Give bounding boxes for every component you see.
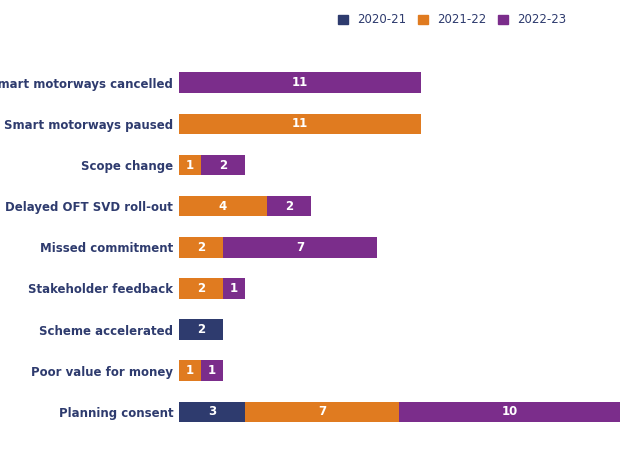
Text: 2: 2 [197,241,205,254]
Bar [201,360,223,381]
Bar [399,402,620,422]
Bar [245,402,399,422]
Bar [267,196,311,217]
Text: 7: 7 [318,405,327,419]
Text: 1: 1 [208,364,216,377]
Text: 1: 1 [186,158,194,172]
Text: 1: 1 [186,364,194,377]
Bar [179,319,223,340]
Text: 2: 2 [197,323,205,336]
Text: 7: 7 [296,241,304,254]
Bar [179,402,245,422]
Text: 11: 11 [292,117,308,131]
Text: 1: 1 [230,282,238,295]
Bar [179,360,201,381]
Bar [223,278,245,299]
Bar [179,155,201,175]
Text: 10: 10 [502,405,518,419]
Text: 2: 2 [285,200,293,213]
Bar [179,237,223,257]
Bar [179,72,422,93]
Bar [223,237,377,257]
Text: 3: 3 [208,405,216,419]
Bar [179,114,422,134]
Text: 2: 2 [197,282,205,295]
Text: 2: 2 [219,158,227,172]
Bar [179,196,267,217]
Bar [201,155,245,175]
Text: 11: 11 [292,76,308,89]
Legend: 2020-21, 2021-22, 2022-23: 2020-21, 2021-22, 2022-23 [336,11,569,28]
Bar [179,278,223,299]
Text: 4: 4 [219,200,227,213]
